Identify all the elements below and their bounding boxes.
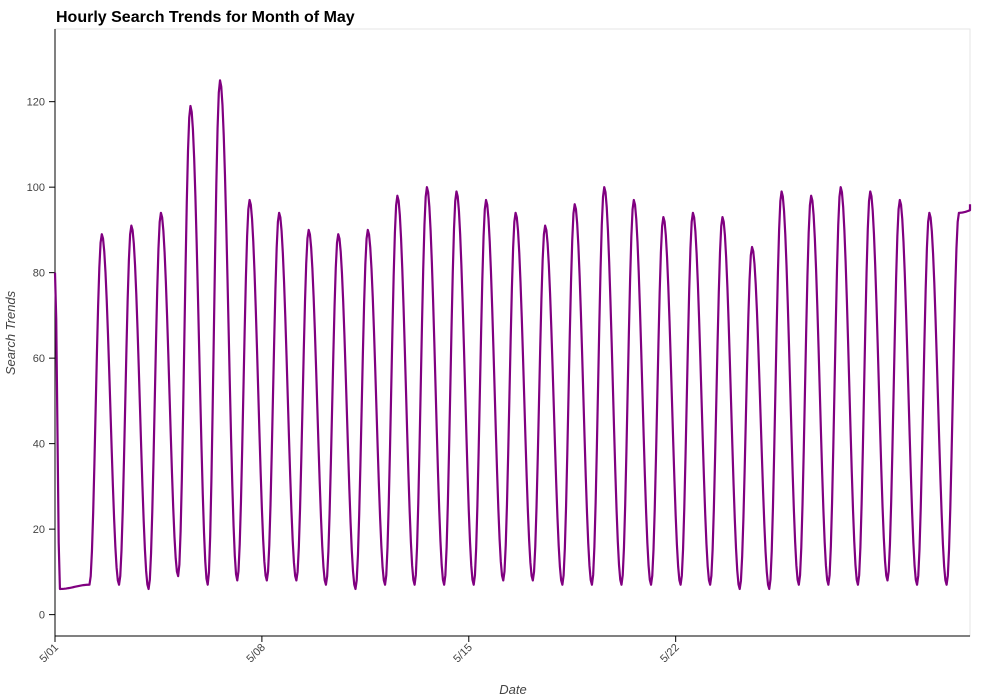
- y-axis: 0 20 40 60 80 100 120: [27, 29, 56, 636]
- series-line: [53, 79, 972, 591]
- y-tick-label: 100: [27, 182, 45, 194]
- x-tick-label: 5/01: [37, 642, 61, 666]
- y-tick-label: 40: [33, 439, 45, 451]
- x-tick-label: 5/22: [658, 642, 682, 666]
- chart-title: Hourly Search Trends for Month of May: [56, 9, 355, 26]
- x-tick-label: 5/08: [244, 642, 268, 666]
- y-axis-label: Search Trends: [3, 290, 18, 375]
- x-tick-label: 5/15: [451, 642, 475, 666]
- y-tick-label: 120: [27, 97, 45, 109]
- y-tick-label: 20: [33, 524, 45, 536]
- y-tick-label: 0: [39, 610, 45, 622]
- y-tick-label: 80: [33, 268, 45, 280]
- x-axis-label: Date: [499, 682, 526, 697]
- x-axis: 5/01 5/08 5/15 5/22: [37, 635, 970, 666]
- y-tick-label: 60: [33, 353, 45, 365]
